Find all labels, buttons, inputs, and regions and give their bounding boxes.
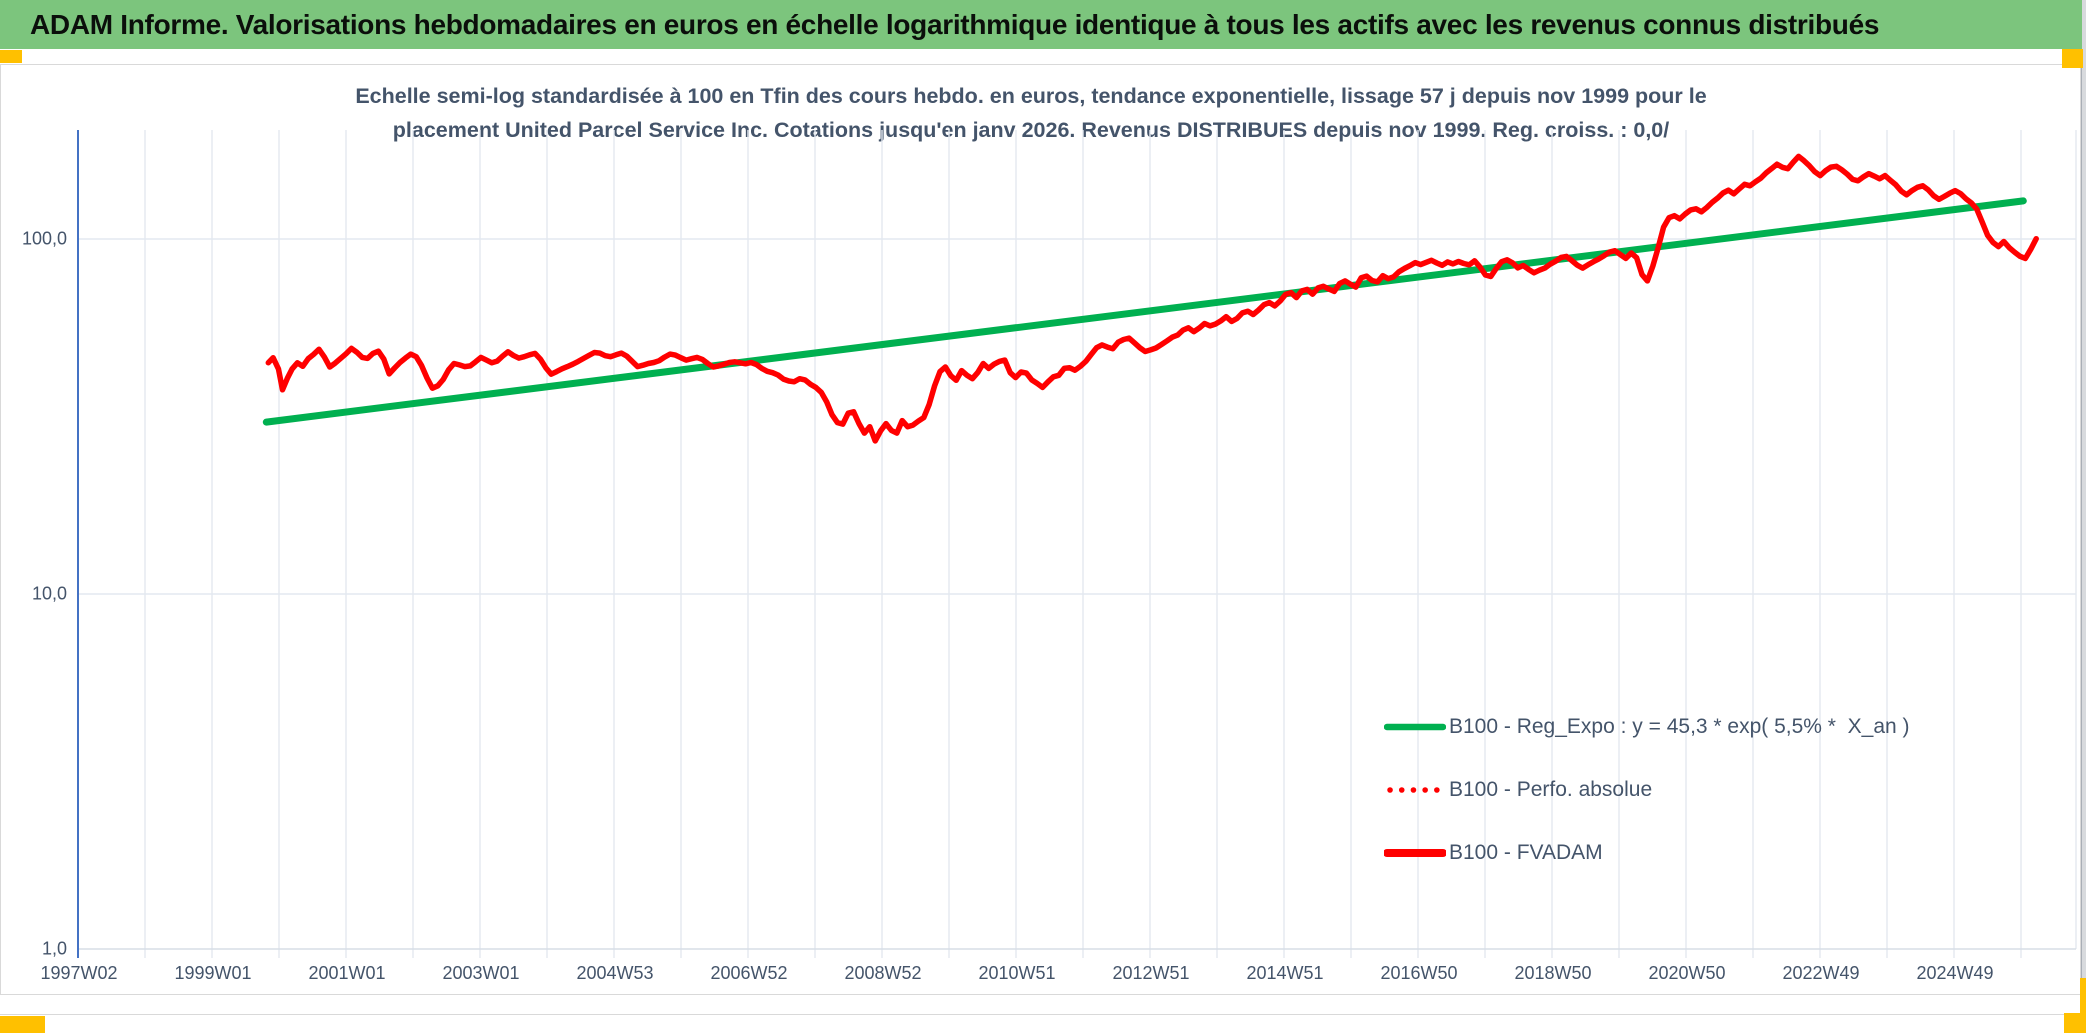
chart-title-line1: Echelle semi-log standardisée à 100 en T…	[355, 84, 1707, 108]
x-axis-tick-label: 2016W50	[1380, 963, 1458, 983]
x-axis-tick-label: 2020W50	[1648, 963, 1726, 983]
x-axis-tick-label: 2018W50	[1514, 963, 1592, 983]
window-edge-strip	[2081, 0, 2086, 1033]
accent-right-strip	[2080, 978, 2086, 1033]
accent-bottom-right	[2064, 1013, 2086, 1033]
chart-card[interactable]: Echelle semi-log standardisée à 100 en T…	[0, 64, 2081, 995]
title-bar: ADAM Informe. Valorisations hebdomadaire…	[0, 0, 2082, 49]
x-axis-tick-label: 2003W01	[442, 963, 520, 983]
x-axis-tick-label: 2001W01	[308, 963, 386, 983]
chart-title-line2: placement United Parcel Service Inc. Cot…	[392, 118, 1670, 142]
legend-label: B100 - FVADAM	[1449, 840, 1603, 864]
x-axis-tick-label: 1999W01	[174, 963, 252, 983]
x-axis-tick-label: 2012W51	[1112, 963, 1190, 983]
legend-label: B100 - Perfo. absolue	[1449, 777, 1653, 801]
x-axis-tick-label: 2004W53	[576, 963, 654, 983]
legend-swatch-green-line-icon	[1384, 723, 1446, 730]
y-axis-tick-label: 1,0	[41, 938, 67, 959]
series-regression-line[interactable]	[262, 197, 2027, 426]
legend-item-perfo-absolue[interactable]: B100 - Perfo. absolue	[1384, 758, 1910, 821]
x-axis-tick-label: 1997W02	[40, 963, 118, 983]
x-axis-tick-label: 2014W51	[1246, 963, 1324, 983]
x-axis-tick-label: 2006W52	[710, 963, 788, 983]
x-axis-tick-label: 2008W52	[844, 963, 922, 983]
y-axis-tick-label: 100,0	[21, 228, 67, 249]
legend-item-reg-expo[interactable]: B100 - Reg_Expo : y = 45,3 * exp( 5,5% *…	[1384, 695, 1910, 758]
legend-swatch-red-line-icon	[1384, 848, 1446, 857]
plot-area	[77, 130, 2077, 958]
y-axis-tick-label: 10,0	[31, 583, 67, 604]
legend-swatch-red-dotted-icon	[1387, 786, 1445, 793]
accent-bottom-left	[0, 1016, 45, 1033]
legend-label: B100 - Reg_Expo : y = 45,3 * exp( 5,5% *…	[1449, 714, 1910, 738]
x-axis-tick-label: 2010W51	[978, 963, 1056, 983]
accent-top-right	[2062, 49, 2083, 68]
x-axis-tick-label: 2022W49	[1782, 963, 1860, 983]
legend: B100 - Reg_Expo : y = 45,3 * exp( 5,5% *…	[1384, 695, 1910, 884]
series-price-line[interactable]	[265, 153, 2039, 444]
legend-item-fvadam[interactable]: B100 - FVADAM	[1384, 821, 1910, 884]
page-title: ADAM Informe. Valorisations hebdomadaire…	[30, 8, 1880, 40]
bottom-divider	[0, 1014, 2086, 1015]
chart-title: Echelle semi-log standardisée à 100 en T…	[231, 79, 1831, 147]
accent-top-left	[0, 50, 22, 63]
x-axis-tick-label: 2024W49	[1916, 963, 1994, 983]
